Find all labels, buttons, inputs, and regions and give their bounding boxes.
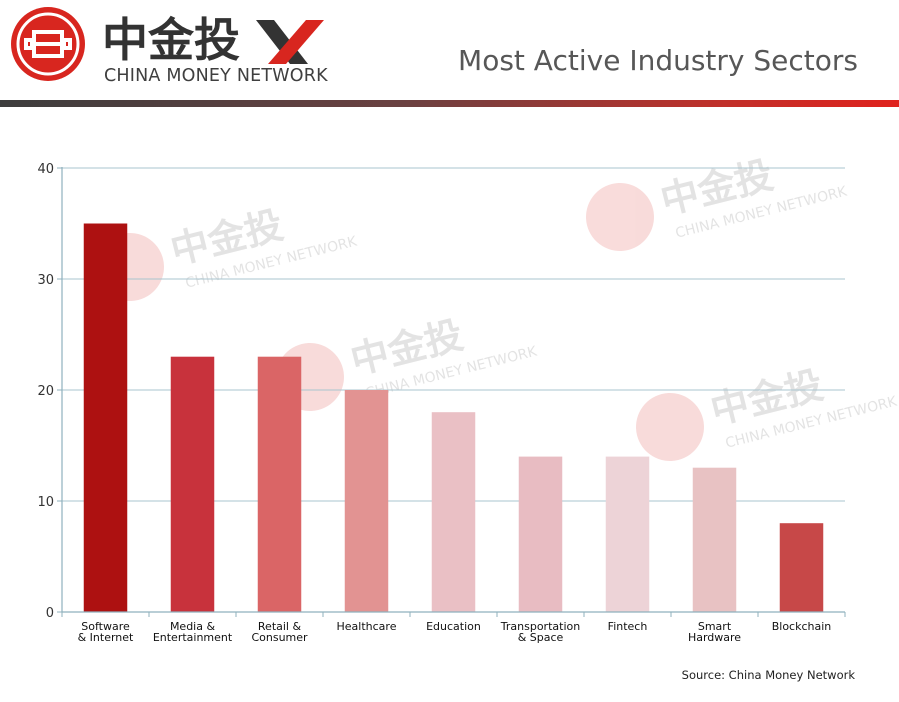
y-tick-label: 40: [37, 162, 54, 177]
bar: [605, 456, 650, 612]
bar: [692, 467, 737, 612]
x-tick-label: Retail & Consumer: [251, 620, 308, 644]
x-tick-label: Healthcare: [337, 620, 397, 633]
brand-name: CHINA MONEY NETWORK: [104, 66, 328, 86]
y-tick-labels: 0 10 20 30 40: [37, 162, 54, 621]
logo-emblem-icon: [11, 7, 85, 81]
bar: [257, 356, 302, 612]
logo-chinese-text: 中金投: [102, 13, 240, 67]
page-title: Most Active Industry Sectors: [458, 44, 858, 77]
y-tick-label: 10: [37, 495, 54, 510]
x-tick-label: Education: [426, 620, 481, 633]
x-tick-label: Media & Entertainment: [153, 620, 233, 644]
bar: [518, 456, 563, 612]
bar: [779, 523, 824, 612]
logo-x-icon: [256, 20, 324, 64]
y-tick-label: 30: [37, 273, 54, 288]
x-tick-label: Blockchain: [772, 620, 832, 633]
x-tick-labels: Software & Internet Media & Entertainment Re…: [78, 620, 832, 644]
y-tick-label: 0: [46, 606, 54, 621]
x-tick-label: Fintech: [608, 620, 648, 633]
bar: [170, 356, 215, 612]
bar: [344, 390, 389, 612]
source-note: Source: China Money Network: [681, 668, 855, 682]
bar: [83, 223, 128, 612]
axes: [57, 167, 846, 617]
logo: 中金投: [11, 7, 324, 81]
header: 中金投 CHINA MONEY NETWORK Most Active Indu…: [0, 0, 899, 100]
y-tick-label: 20: [37, 384, 54, 399]
bars: [83, 223, 824, 612]
x-tick-label: Smart Hardware: [688, 620, 741, 644]
header-divider: [0, 100, 899, 107]
bar: [431, 412, 476, 612]
x-tick-label: Software & Internet: [78, 620, 134, 644]
x-tick-label: Transportation & Space: [500, 620, 580, 644]
